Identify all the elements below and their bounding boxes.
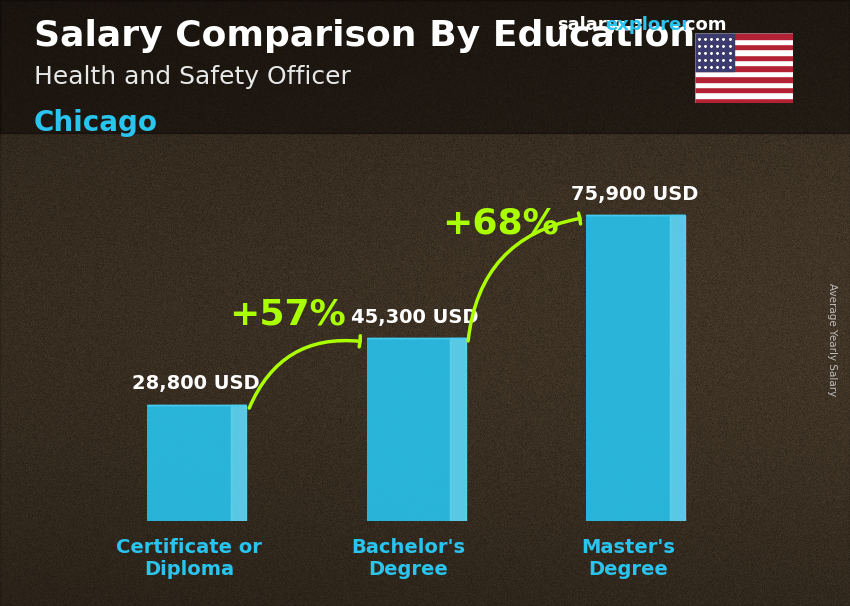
Bar: [695, 39, 793, 44]
Text: Health and Safety Officer: Health and Safety Officer: [34, 65, 351, 89]
Bar: [695, 98, 793, 103]
Bar: [586, 215, 670, 521]
Polygon shape: [230, 405, 246, 521]
Polygon shape: [670, 215, 685, 521]
Bar: [695, 65, 793, 71]
Text: Salary Comparison By Education: Salary Comparison By Education: [34, 19, 695, 53]
Bar: [695, 50, 793, 55]
Polygon shape: [450, 338, 466, 521]
Text: 45,300 USD: 45,300 USD: [351, 308, 479, 327]
Bar: [695, 33, 734, 71]
Text: salary: salary: [557, 16, 618, 35]
Bar: [695, 55, 793, 60]
Bar: [695, 76, 793, 82]
Bar: [695, 92, 793, 98]
Text: .com: .com: [678, 16, 727, 35]
Text: +57%: +57%: [230, 298, 346, 332]
Text: Average Yearly Salary: Average Yearly Salary: [827, 283, 837, 396]
Bar: [147, 405, 230, 521]
Bar: [695, 71, 793, 76]
Text: 75,900 USD: 75,900 USD: [571, 185, 699, 204]
Bar: [695, 44, 793, 50]
Text: +68%: +68%: [442, 207, 559, 241]
Bar: [695, 82, 793, 87]
Text: explorer: explorer: [605, 16, 690, 35]
Bar: [695, 87, 793, 92]
Bar: [367, 338, 450, 521]
Text: 28,800 USD: 28,800 USD: [132, 375, 259, 393]
Bar: [695, 60, 793, 65]
Bar: [695, 33, 793, 39]
Text: Chicago: Chicago: [34, 109, 158, 137]
